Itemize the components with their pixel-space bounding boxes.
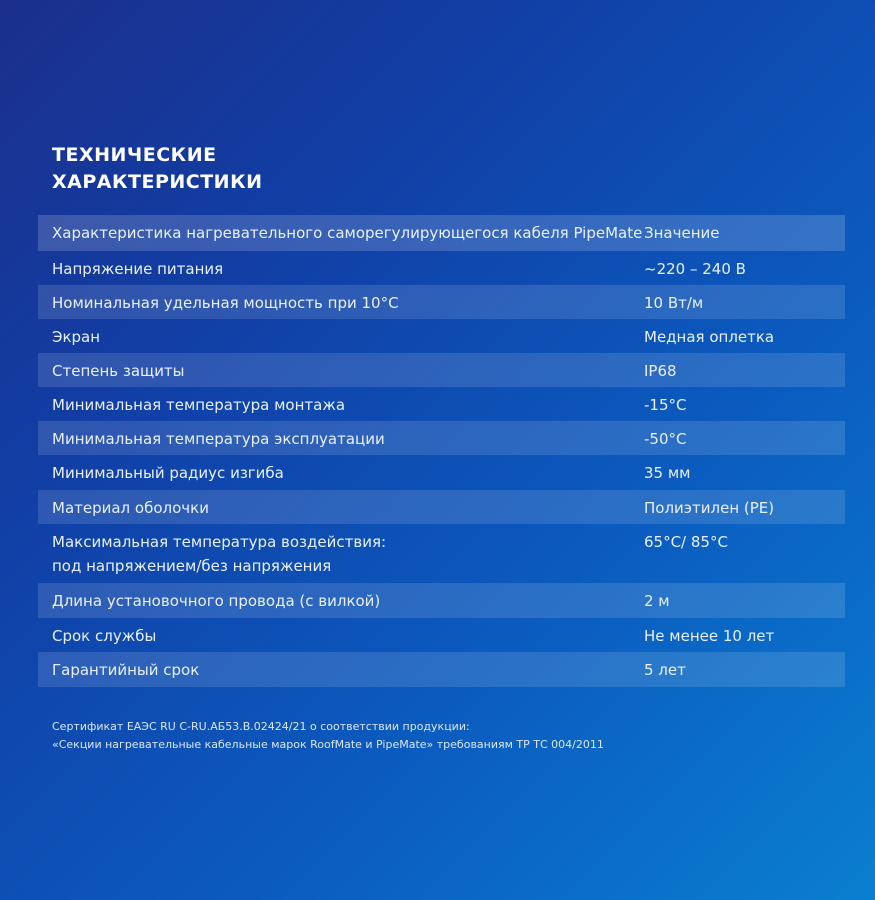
- row-key-text: Напряжение питания: [52, 260, 224, 278]
- certificate-note: Сертификат ЕАЭС RU C-RU.АБ53.В.02424/21 …: [52, 718, 604, 754]
- row-value: Полиэтилен (PE): [644, 499, 775, 517]
- row-key: Материал оболочки: [38, 490, 644, 520]
- row-key-text: Экран: [52, 328, 101, 346]
- table-row: Минимальная температура эксплуатации -50°…: [38, 421, 845, 455]
- table-row: Длина установочного провода (с вилкой) 2 …: [38, 583, 845, 618]
- row-key: Срок службы: [38, 618, 644, 648]
- row-key: Степень защиты: [38, 353, 644, 383]
- row-key: Длина установочного провода (с вилкой): [38, 583, 644, 613]
- row-value: 65°C/ 85°C: [644, 533, 728, 551]
- row-key-text: Минимальная температура монтажа: [52, 396, 346, 414]
- row-key: Экран: [38, 319, 644, 349]
- row-key-text: Максимальная температура воздействия:: [52, 533, 387, 551]
- row-key: Минимальная температура монтажа: [38, 387, 644, 417]
- specs-table: Характеристика нагревательного саморегул…: [38, 215, 845, 687]
- row-key-text: Номинальная удельная мощность при 10°C: [52, 294, 399, 312]
- certificate-line-1: Сертификат ЕАЭС RU C-RU.АБ53.В.02424/21 …: [52, 720, 470, 733]
- row-value: Медная оплетка: [644, 328, 775, 346]
- row-key-text: Степень защиты: [52, 362, 185, 380]
- page-title: Технические характеристики: [52, 142, 263, 196]
- row-key-text: Минимальный радиус изгиба: [52, 464, 284, 482]
- row-key: Минимальный радиус изгиба: [38, 455, 644, 485]
- row-value: -50°C: [644, 430, 687, 448]
- header-key: Характеристика нагревательного саморегул…: [52, 224, 643, 242]
- row-value: 35 мм: [644, 464, 691, 482]
- row-value: 5 лет: [644, 661, 686, 679]
- header-value: Значение: [644, 224, 720, 242]
- table-row: Гарантийный срок 5 лет: [38, 652, 845, 687]
- title-line-2: характеристики: [52, 171, 263, 193]
- certificate-line-2: «Секции нагревательные кабельные марок R…: [52, 738, 604, 751]
- row-key-text: Длина установочного провода (с вилкой): [52, 592, 381, 610]
- row-key-text: Срок службы: [52, 627, 157, 645]
- table-row: Минимальный радиус изгиба 35 мм: [38, 455, 845, 490]
- row-value: Не менее 10 лет: [644, 627, 775, 645]
- table-row: Материал оболочки Полиэтилен (PE): [38, 490, 845, 524]
- row-value: ~220 – 240 В: [644, 260, 746, 278]
- title-line-1: Технические: [52, 144, 217, 166]
- row-key: Напряжение питания: [38, 251, 644, 281]
- table-row: Экран Медная оплетка: [38, 319, 845, 353]
- row-value: 2 м: [644, 592, 670, 610]
- row-value: -15°C: [644, 396, 687, 414]
- row-key-text: Минимальная температура эксплуатации: [52, 430, 385, 448]
- table-row: Номинальная удельная мощность при 10°C 10…: [38, 285, 845, 319]
- table-row: Напряжение питания ~220 – 240 В: [38, 251, 845, 285]
- row-key-text: Материал оболочки: [52, 499, 209, 517]
- row-value: IP68: [644, 362, 677, 380]
- table-row: Срок службы Не менее 10 лет: [38, 618, 845, 652]
- row-key-text-2: под напряжением/без напряжения: [52, 557, 332, 575]
- table-row: Минимальная температура монтажа -15°C: [38, 387, 845, 421]
- row-key: Гарантийный срок: [38, 652, 644, 682]
- row-key-text: Гарантийный срок: [52, 661, 200, 679]
- table-header: Характеристика нагревательного саморегул…: [38, 215, 845, 251]
- table-row: Степень защиты IP68: [38, 353, 845, 387]
- row-key: Минимальная температура эксплуатации: [38, 421, 644, 451]
- row-key: Максимальная температура воздействия: под…: [38, 524, 644, 578]
- row-key: Номинальная удельная мощность при 10°C: [38, 285, 644, 315]
- table-row: Максимальная температура воздействия: под…: [38, 524, 845, 583]
- row-value: 10 Вт/м: [644, 294, 704, 312]
